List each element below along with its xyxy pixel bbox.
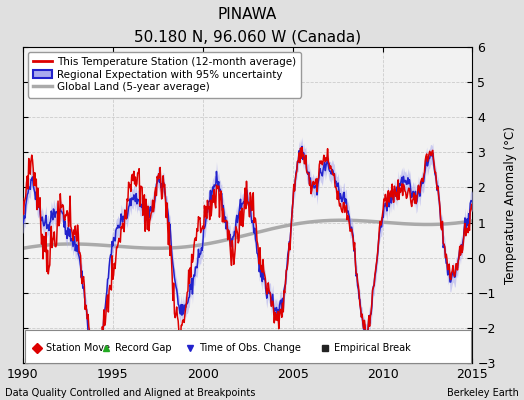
Text: Data Quality Controlled and Aligned at Breakpoints: Data Quality Controlled and Aligned at B… (5, 388, 256, 398)
Text: Station Move: Station Move (46, 343, 110, 353)
Text: Berkeley Earth: Berkeley Earth (447, 388, 519, 398)
Bar (25, 330, 471, 363)
Text: Empirical Break: Empirical Break (334, 343, 411, 353)
Title: PINAWA
50.180 N, 96.060 W (Canada): PINAWA 50.180 N, 96.060 W (Canada) (134, 7, 361, 44)
Text: Time of Obs. Change: Time of Obs. Change (199, 343, 301, 353)
Text: Record Gap: Record Gap (115, 343, 171, 353)
Legend: This Temperature Station (12-month average), Regional Expectation with 95% uncer: This Temperature Station (12-month avera… (28, 52, 301, 98)
Y-axis label: Temperature Anomaly (°C): Temperature Anomaly (°C) (504, 126, 517, 284)
